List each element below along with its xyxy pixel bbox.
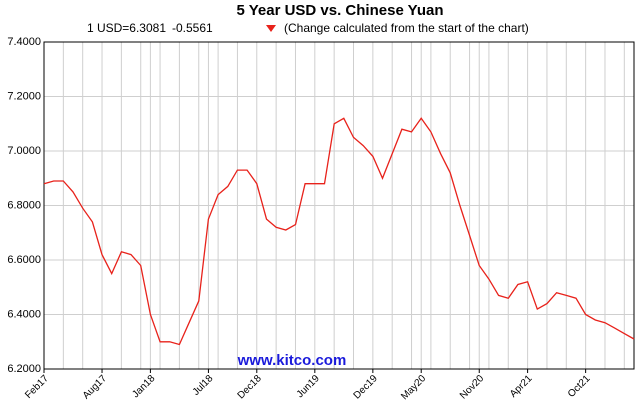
y-tick-label: 6.4000 (7, 308, 41, 320)
x-tick-label: Oct21 (566, 373, 593, 400)
y-tick-label: 6.2000 (7, 363, 41, 375)
x-tick-label: Dec18 (236, 373, 265, 402)
subtitle-change: -0.5561 (172, 21, 213, 35)
plot-area: Feb17 Aug17 Jan18 Jul18 Dec18 Jun19 Dec19 May20… (7, 36, 635, 402)
chart-title: 5 Year USD vs. Chinese Yuan (236, 2, 443, 19)
x-tick-label: Jun19 (295, 373, 322, 400)
line-series (43, 117, 635, 346)
y-tick-label: 7.4000 (7, 36, 41, 48)
x-tick-label: Aug17 (81, 373, 110, 402)
x-tick-label: Apr21 (508, 373, 535, 400)
y-tick-label: 6.6000 (7, 254, 41, 266)
watermark: www.kitco.com (237, 352, 347, 369)
y-tick-label: 7.0000 (7, 145, 41, 157)
plot-frame (43, 41, 635, 370)
x-tick-label: Feb17 (23, 373, 51, 401)
down-arrow (266, 25, 276, 32)
subtitle-note: (Change calculated from the start of the… (284, 21, 529, 35)
x-tick-label: Jan18 (130, 373, 157, 400)
y-tick-label: 6.8000 (7, 199, 41, 211)
y-tick-label: 7.2000 (7, 90, 41, 102)
subtitle-price: 1 USD=6.3081 (87, 21, 166, 35)
x-tick-label: Dec19 (352, 373, 381, 402)
x-tick-label: Nov20 (458, 373, 487, 402)
x-tick-label: May20 (399, 373, 428, 402)
x-tick-label: Jul18 (191, 373, 216, 398)
